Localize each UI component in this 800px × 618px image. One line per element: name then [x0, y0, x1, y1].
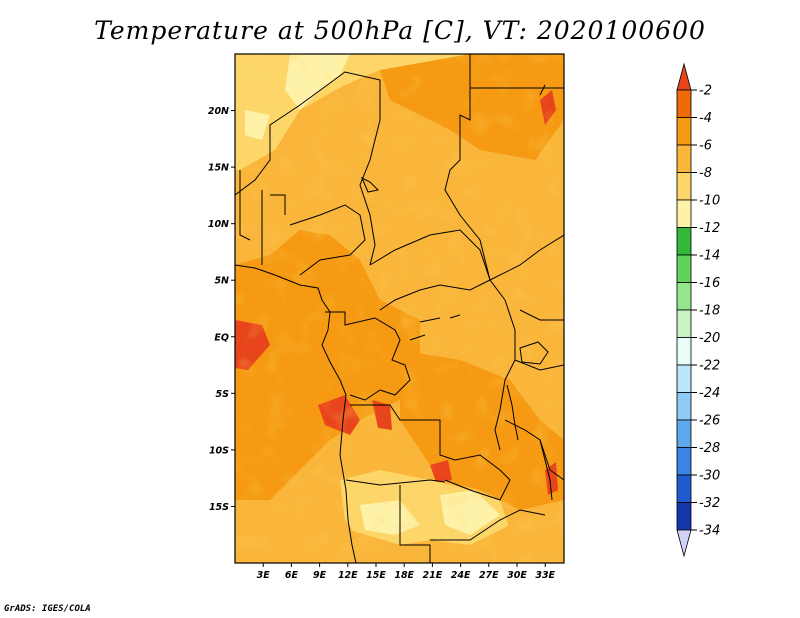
colorbar-top-arrow	[676, 62, 692, 91]
border-sudan-ethiopia	[470, 84, 564, 281]
colorbar-box	[676, 227, 692, 256]
colorbar-box	[676, 254, 692, 283]
x-tick-label: 6E	[285, 570, 299, 581]
colorbar-label: -26	[699, 414, 720, 429]
y-tick-label: 10N	[208, 219, 229, 230]
x-tick-label: 33E	[535, 570, 555, 581]
colorbar: -2 -4 -6 -8 -10 -12 -14 -16 -18 -20 -22 -24 -26 -28 -3…	[676, 62, 720, 558]
colorbar-label: -2	[699, 84, 712, 99]
colorbar-box	[676, 364, 692, 393]
y-tick-label: 15S	[209, 502, 229, 513]
y-tick-label: 20N	[208, 106, 229, 117]
colorbar-label: -32	[699, 496, 720, 511]
border-botswana	[399, 485, 431, 563]
chart-title: Temperature at 500hPa [C], VT: 202010060…	[94, 16, 706, 45]
colorbar-box	[676, 144, 692, 173]
colorbar-label: -24	[699, 386, 720, 401]
map-frame	[234, 53, 565, 564]
temperature-field	[235, 54, 564, 563]
x-tick-label: 24E	[451, 570, 471, 581]
colorbar-box	[676, 117, 692, 146]
colorbar-label: -20	[699, 331, 720, 346]
y-tick-label: EQ	[214, 332, 229, 343]
river-congo-bits	[409, 314, 461, 341]
colorbar-box	[676, 419, 692, 448]
map-borders	[235, 54, 564, 563]
colorbar-box	[676, 199, 692, 228]
colorbar-label: -14	[699, 249, 720, 264]
x-tick-label: 3E	[257, 570, 271, 581]
x-tick-label: 15E	[366, 570, 386, 581]
border-drc-angola	[350, 404, 511, 501]
colorbar-label: -34	[699, 524, 720, 539]
border-west-nigeria	[239, 170, 286, 265]
colorbar-box	[676, 447, 692, 476]
y-axis: 20N 15N 10N 5N EQ 5S 10S 15S	[208, 106, 235, 513]
colorbar-label: -6	[699, 139, 712, 154]
colorbar-box	[676, 474, 692, 503]
colorbar-label: -18	[699, 304, 720, 319]
y-tick-label: 5N	[214, 276, 229, 287]
grads-credit: GrADS: IGES/COLA	[4, 604, 91, 614]
colorbar-box	[676, 502, 692, 531]
x-tick-label: 21E	[423, 570, 443, 581]
colorbar-label: -22	[699, 359, 720, 374]
x-axis: 3E 6E 9E 12E 15E 18E 21E 24E 27E 30E 33E	[257, 563, 556, 581]
border-gabon-congo	[325, 311, 411, 401]
colorbar-box	[676, 172, 692, 201]
colorbar-bottom-arrow	[676, 529, 692, 558]
border-zambia-namibia	[345, 479, 546, 541]
x-tick-label: 9E	[313, 570, 327, 581]
colorbar-label: -12	[699, 221, 720, 236]
lake-chad	[361, 176, 380, 193]
x-tick-label: 18E	[394, 570, 414, 581]
colorbar-box	[676, 89, 692, 118]
y-tick-label: 15N	[208, 163, 229, 174]
coastline-west-africa	[235, 264, 357, 563]
colorbar-label: -4	[699, 111, 712, 126]
colorbar-label: -8	[699, 166, 712, 181]
colorbar-box	[676, 392, 692, 421]
colorbar-label: -28	[699, 441, 720, 456]
lake-victoria	[519, 341, 549, 365]
y-tick-label: 10S	[209, 445, 229, 456]
colorbar-box	[676, 282, 692, 311]
y-tick-label: 5S	[216, 389, 230, 400]
x-tick-label: 27E	[479, 570, 499, 581]
border-cameroon-nigeria	[289, 204, 366, 276]
lake-tanganyika	[506, 384, 519, 441]
field-texture	[235, 54, 564, 563]
colorbar-label: -10	[699, 194, 720, 209]
border-drc-east	[494, 299, 516, 451]
lake-malawi	[539, 439, 553, 501]
border-chad-car	[369, 229, 491, 311]
colorbar-box	[676, 337, 692, 366]
colorbar-label: -30	[699, 469, 720, 484]
x-tick-label: 30E	[507, 570, 527, 581]
colorbar-label: -16	[699, 276, 720, 291]
border-libya-egypt-sudan	[444, 54, 506, 301]
x-tick-label: 12E	[338, 570, 358, 581]
colorbar-box	[676, 309, 692, 338]
border-sahara-lines	[235, 71, 381, 266]
